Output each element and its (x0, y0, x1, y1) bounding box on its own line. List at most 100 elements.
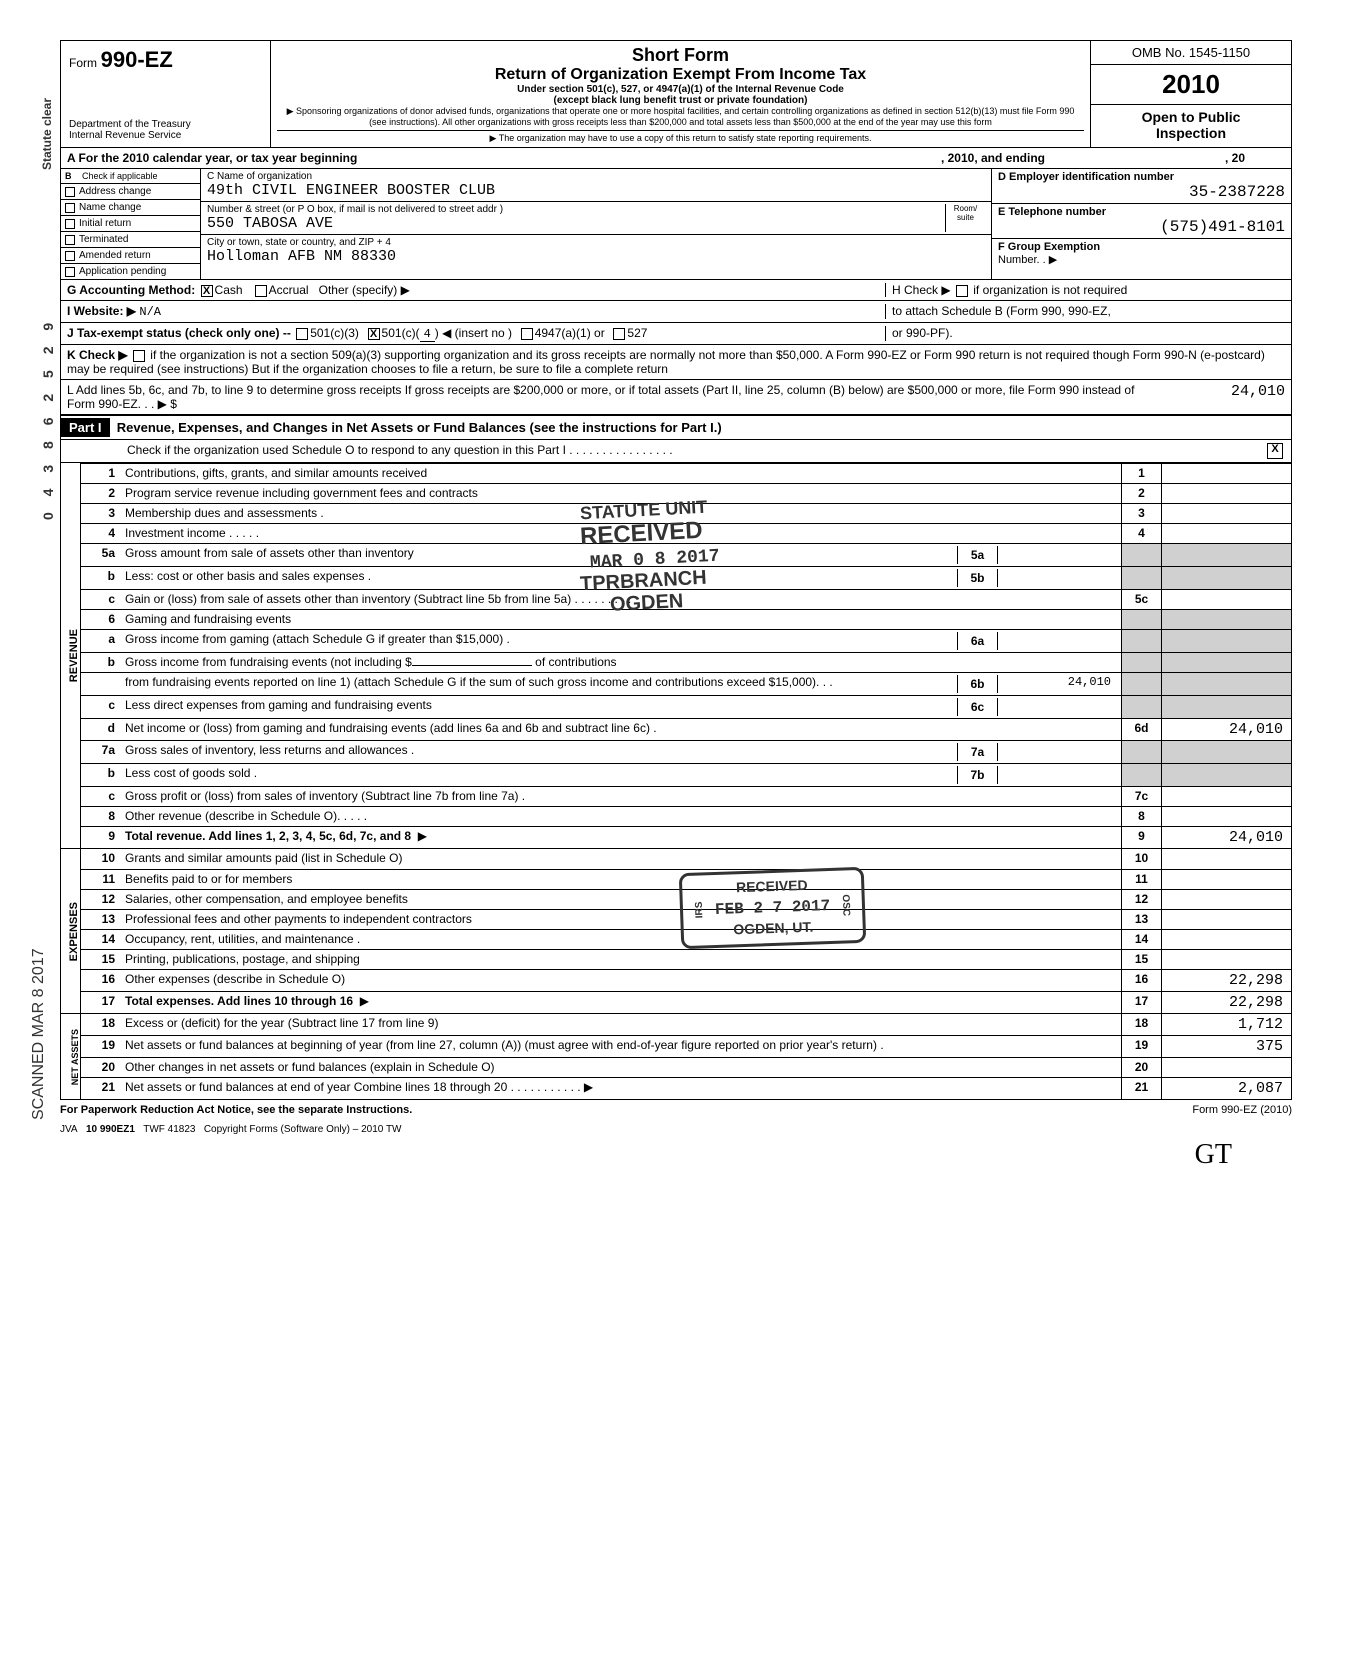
l1-val (1161, 464, 1291, 483)
l20-desc: Other changes in net assets or fund bala… (121, 1058, 1121, 1077)
cb-k[interactable] (133, 350, 145, 362)
street: 550 TABOSA AVE (207, 215, 945, 232)
l15-val (1161, 950, 1291, 969)
l14-val (1161, 930, 1291, 949)
g-other: Other (specify) ▶ (319, 283, 410, 297)
footer: For Paperwork Reduction Act Notice, see … (60, 1100, 1292, 1120)
l6d-desc: Net income or (loss) from gaming and fun… (121, 719, 1121, 740)
city: Holloman AFB NM 88330 (207, 248, 985, 265)
l16-val: 22,298 (1161, 970, 1291, 991)
section-bcdef: B Check if applicable Address change Nam… (60, 169, 1292, 280)
l6b-desc2: from fundraising events reported on line… (125, 675, 957, 693)
j-501c3: 501(c)(3) (310, 326, 359, 340)
k-label: K Check ▶ (67, 348, 128, 362)
l7a-desc: Gross sales of inventory, less returns a… (125, 743, 957, 761)
l8-val (1161, 807, 1291, 826)
l6b-mid: of contributions (535, 655, 616, 669)
signature: GT (60, 1139, 1292, 1171)
l7b-desc: Less cost of goods sold . (125, 766, 957, 784)
l6-desc: Gaming and fundraising events (121, 610, 1121, 629)
b-label: Check if applicable (82, 171, 158, 181)
cb-pending[interactable] (65, 267, 75, 277)
part-i-header: Part I Revenue, Expenses, and Changes in… (60, 415, 1292, 440)
part-i-table: REVENUE 1Contributions, gifts, grants, a… (60, 463, 1292, 1100)
l19-val: 375 (1161, 1036, 1291, 1057)
g-label: G Accounting Method: (67, 283, 195, 297)
cb-accrual[interactable] (255, 285, 267, 297)
l12-val (1161, 890, 1291, 909)
l6d-val: 24,010 (1161, 719, 1291, 740)
j-label: J Tax-exempt status (check only one) -- (67, 326, 291, 340)
b-amended: Amended return (79, 250, 151, 261)
margin-num: 0 4 3 8 6 2 5 2 9 (40, 317, 56, 520)
l6a-desc: Gross income from gaming (attach Schedul… (125, 632, 957, 650)
l19-desc: Net assets or fund balances at beginning… (121, 1036, 1121, 1057)
j-527: 527 (627, 326, 647, 340)
l5a-desc: Gross amount from sale of assets other t… (125, 546, 957, 564)
row-i: I Website: ▶ N/A to attach Schedule B (F… (60, 301, 1292, 323)
l13-desc: Professional fees and other payments to … (121, 910, 1121, 929)
line-a-3: , 20 (1225, 151, 1245, 165)
phone: (575)491-8101 (998, 218, 1285, 236)
tax-year: 2010 (1091, 65, 1291, 105)
j-501c: 501(c)( (382, 326, 420, 340)
dept-treasury: Department of the Treasury (69, 119, 262, 130)
cb-cash[interactable] (201, 285, 213, 297)
jva: JVA (60, 1124, 78, 1135)
side-expenses: EXPENSES (61, 902, 80, 961)
row-k: K Check ▶ if the organization is not a s… (60, 345, 1292, 380)
omb: OMB No. 1545-1150 (1091, 41, 1291, 65)
l20-val (1161, 1058, 1291, 1077)
city-label: City or town, state or country, and ZIP … (207, 237, 985, 248)
form-title: Return of Organization Exempt From Incom… (277, 66, 1084, 84)
l11-desc: Benefits paid to or for members (121, 870, 1121, 889)
l2-val (1161, 484, 1291, 503)
l-text: L Add lines 5b, 6c, and 7b, to line 9 to… (67, 383, 1155, 411)
check-line: Check if the organization used Schedule … (67, 443, 1265, 459)
h-label: H Check ▶ (892, 283, 951, 297)
cb-h[interactable] (956, 285, 968, 297)
b-initial: Initial return (79, 218, 131, 229)
note1: ▶ Sponsoring organizations of donor advi… (277, 106, 1084, 128)
cb-527[interactable] (613, 328, 625, 340)
col-b: B Check if applicable Address change Nam… (61, 169, 201, 279)
website: N/A (139, 305, 161, 319)
row-j: J Tax-exempt status (check only one) -- … (60, 323, 1292, 345)
part-i-label: Part I (61, 418, 110, 437)
l9-val: 24,010 (1161, 827, 1291, 848)
line-a-2: , 2010, and ending (941, 151, 1045, 165)
l10-desc: Grants and similar amounts paid (list in… (121, 849, 1121, 869)
cb-initial[interactable] (65, 219, 75, 229)
header-left: Form 990-EZ Department of the Treasury I… (61, 41, 271, 147)
l12-desc: Salaries, other compensation, and employ… (121, 890, 1121, 909)
cb-501c3[interactable] (296, 328, 308, 340)
cb-4947[interactable] (521, 328, 533, 340)
cb-schedule-o[interactable] (1267, 443, 1283, 459)
addr-label: Number & street (or P O box, if mail is … (207, 204, 945, 215)
cb-amended[interactable] (65, 251, 75, 261)
part-i-title: Revenue, Expenses, and Changes in Net As… (117, 420, 722, 435)
l10-val (1161, 849, 1291, 869)
l18-desc: Excess or (deficit) for the year (Subtra… (121, 1014, 1121, 1035)
col-d: D Employer identification number 35-2387… (991, 169, 1291, 279)
d-label: D Employer identification number (998, 171, 1285, 183)
room-suite: Room/ suite (945, 204, 985, 232)
l-val: 24,010 (1155, 383, 1285, 411)
cb-501c[interactable] (368, 328, 380, 340)
row-gh: G Accounting Method: Cash Accrual Other … (60, 280, 1292, 301)
l7c-val (1161, 787, 1291, 806)
l11-val (1161, 870, 1291, 889)
cb-terminated[interactable] (65, 235, 75, 245)
sub1: Under section 501(c), 527, or 4947(a)(1)… (277, 84, 1084, 95)
cb-name[interactable] (65, 203, 75, 213)
cb-address[interactable] (65, 187, 75, 197)
dept-irs: Internal Revenue Service (69, 130, 262, 141)
l4-desc: Investment income . . . . . (121, 524, 1121, 543)
inspection: Inspection (1095, 125, 1287, 141)
org-name: 49th CIVIL ENGINEER BOOSTER CLUB (207, 182, 985, 199)
b-terminated: Terminated (79, 234, 128, 245)
f-label2: Number. . ▶ (998, 253, 1285, 266)
l7c-desc: Gross profit or (loss) from sales of inv… (121, 787, 1121, 806)
g-cash: Cash (215, 283, 243, 297)
l3-val (1161, 504, 1291, 523)
